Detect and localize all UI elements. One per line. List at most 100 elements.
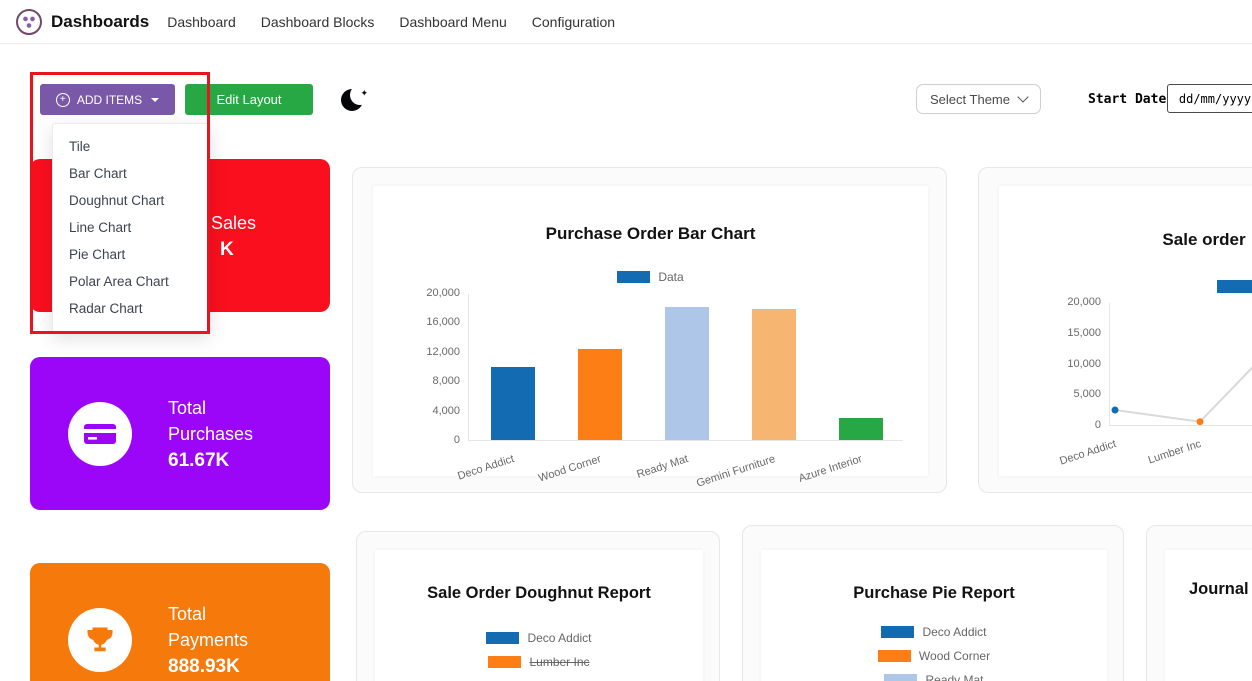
pie-card-inner: Purchase Pie Report Deco Addict Wood Corn… <box>761 550 1107 681</box>
y-axis-tick: 12,000 <box>426 345 460 358</box>
y-axis-tick: 20,000 <box>426 287 460 299</box>
pie-chart-title: Purchase Pie Report <box>853 584 1015 602</box>
legend-item[interactable]: Wood Corner <box>877 649 991 663</box>
start-date-input[interactable] <box>1167 84 1252 113</box>
legend-label: Deco Addict <box>527 631 592 645</box>
tile-value: K <box>220 239 234 261</box>
nav-item-dashboard-menu[interactable]: Dashboard Menu <box>399 13 507 30</box>
bar <box>577 348 622 440</box>
x-axis-label: Gemini Furniture <box>694 453 777 490</box>
nav-item-dashboard[interactable]: Dashboard <box>167 13 236 30</box>
trophy-icon <box>68 607 132 672</box>
legend-swatch <box>617 271 651 283</box>
legend-label: Deco Addict <box>922 625 987 639</box>
x-axis-label: Wood Corner <box>536 453 603 485</box>
caret-down-icon <box>151 97 160 102</box>
legend-label: Ready Mat <box>925 673 984 681</box>
y-axis-tick: 0 <box>453 434 460 446</box>
plus-circle-icon: + <box>55 92 70 107</box>
bar-chart-plot <box>468 294 903 441</box>
dropdown-item-radar-chart[interactable]: Radar Chart <box>69 301 143 316</box>
x-axis-label: Deco Addict <box>1058 438 1118 468</box>
data-point <box>1111 406 1119 414</box>
start-date-label: Start Date: <box>1088 92 1175 107</box>
add-items-button[interactable]: + ADD ITEMS <box>40 84 175 115</box>
pie-card: Purchase Pie Report Deco Addict Wood Corn… <box>742 525 1124 681</box>
y-axis-tick: 20,000 <box>1067 296 1101 308</box>
y-axis-tick: 15,000 <box>1067 326 1101 339</box>
legend-swatch <box>877 650 911 662</box>
legend-label: Wood Corner <box>918 649 991 663</box>
y-axis-tick: 10,000 <box>1067 357 1101 370</box>
y-axis-tick: 4,000 <box>432 404 460 417</box>
bar-chart-legend[interactable]: Data <box>373 270 928 284</box>
line-chart-title: Sale order <box>1162 230 1246 249</box>
bar-card-inner: Purchase Order Bar Chart Data 0 4,000 8,00… <box>373 186 928 490</box>
purchase-bar-card: Purchase Order Bar Chart Data 0 4,000 8,00… <box>352 167 947 493</box>
top-navbar: Dashboards Dashboard Dashboard Blocks Dash… <box>0 0 1252 44</box>
star-icon: ✦ <box>360 88 368 98</box>
doughnut-card-inner: Sale Order Doughnut Report Deco Addict Lu… <box>375 550 703 681</box>
y-axis-tick: 16,000 <box>426 316 460 329</box>
bar-chart-title: Purchase Order Bar Chart <box>545 224 756 243</box>
total-payments-tile[interactable]: Total Payments 888.93K <box>30 563 330 681</box>
bar <box>838 417 883 440</box>
chevron-down-icon <box>1017 91 1029 103</box>
legend-label: Data <box>658 270 684 284</box>
dark-mode-toggle[interactable]: ✦ <box>341 85 370 113</box>
nav-menu: Dashboard Dashboard Blocks Dashboard Menu C… <box>167 14 615 30</box>
y-axis-tick: 0 <box>1094 419 1101 431</box>
edit-layout-button[interactable]: Edit Layout <box>185 84 313 115</box>
dropdown-item-pie-chart[interactable]: Pie Chart <box>69 247 126 262</box>
legend-item[interactable]: Deco Addict <box>486 631 592 645</box>
journal-card-inner: Journal <box>1165 550 1252 681</box>
legend-swatch <box>488 656 522 668</box>
dropdown-item-polar-area-chart[interactable]: Polar Area Chart <box>69 274 169 289</box>
app-logo[interactable] <box>16 8 42 35</box>
doughnut-card: Sale Order Doughnut Report Deco Addict Lu… <box>356 531 720 681</box>
bar <box>751 309 796 440</box>
sale-line-card: Sale order 0 5,000 10,000 15,000 20,000 Deco … <box>978 167 1252 493</box>
trophy-glyph <box>87 627 113 651</box>
add-items-label: ADD ITEMS <box>76 92 143 107</box>
tile-title: Total Payments <box>168 603 249 650</box>
legend-item[interactable]: Lumber Inc <box>488 655 590 669</box>
legend-label: Lumber Inc <box>529 655 590 669</box>
line-card-inner: Sale order 0 5,000 10,000 15,000 20,000 Deco … <box>999 186 1252 476</box>
credit-card-glyph <box>84 423 116 444</box>
y-axis-tick: 5,000 <box>1073 388 1101 401</box>
legend-item[interactable]: Ready Mat <box>884 673 984 681</box>
add-items-dropdown: Tile Bar Chart Doughnut Chart Line Chart Pie… <box>52 123 210 332</box>
dropdown-item-bar-chart[interactable]: Bar Chart <box>69 166 127 181</box>
dropdown-item-doughnut-chart[interactable]: Doughnut Chart <box>69 193 165 208</box>
x-axis-label: Azure Interior <box>796 453 864 485</box>
nav-item-configuration[interactable]: Configuration <box>531 13 616 30</box>
pie-legend: Deco Addict Wood Corner Ready Mat <box>761 625 1107 681</box>
total-purchases-tile[interactable]: Total Purchases 61.67K <box>30 357 330 510</box>
x-axis-label: Lumber Inc <box>1146 438 1203 467</box>
nav-item-dashboard-blocks[interactable]: Dashboard Blocks <box>260 13 375 30</box>
legend-swatch <box>486 632 520 644</box>
legend-swatch <box>881 626 915 638</box>
edit-layout-label: Edit Layout <box>216 92 282 107</box>
data-point <box>1196 418 1204 426</box>
dropdown-item-line-chart[interactable]: Line Chart <box>69 220 132 235</box>
select-theme-dropdown[interactable]: Select Theme <box>916 84 1041 114</box>
legend-swatch <box>884 674 918 681</box>
x-axis-label: Ready Mat <box>634 453 690 481</box>
doughnut-chart-title: Sale Order Doughnut Report <box>427 584 651 602</box>
select-theme-label: Select Theme <box>930 91 1010 107</box>
tile-value: 61.67K <box>168 450 230 472</box>
bar <box>490 366 535 440</box>
moon-icon-cutout <box>350 85 370 105</box>
journal-card-title: Journal <box>1189 580 1249 598</box>
credit-card-icon <box>68 401 132 466</box>
tile-title: Total Purchases <box>168 397 254 444</box>
dropdown-item-tile[interactable]: Tile <box>69 139 91 154</box>
y-axis-tick: 8,000 <box>432 375 460 388</box>
legend-swatch[interactable] <box>1217 280 1252 293</box>
doughnut-legend: Deco Addict Lumber Inc <box>375 631 703 669</box>
legend-item[interactable]: Deco Addict <box>881 625 987 639</box>
bar <box>664 306 709 440</box>
tile-value: 888.93K <box>168 656 240 678</box>
